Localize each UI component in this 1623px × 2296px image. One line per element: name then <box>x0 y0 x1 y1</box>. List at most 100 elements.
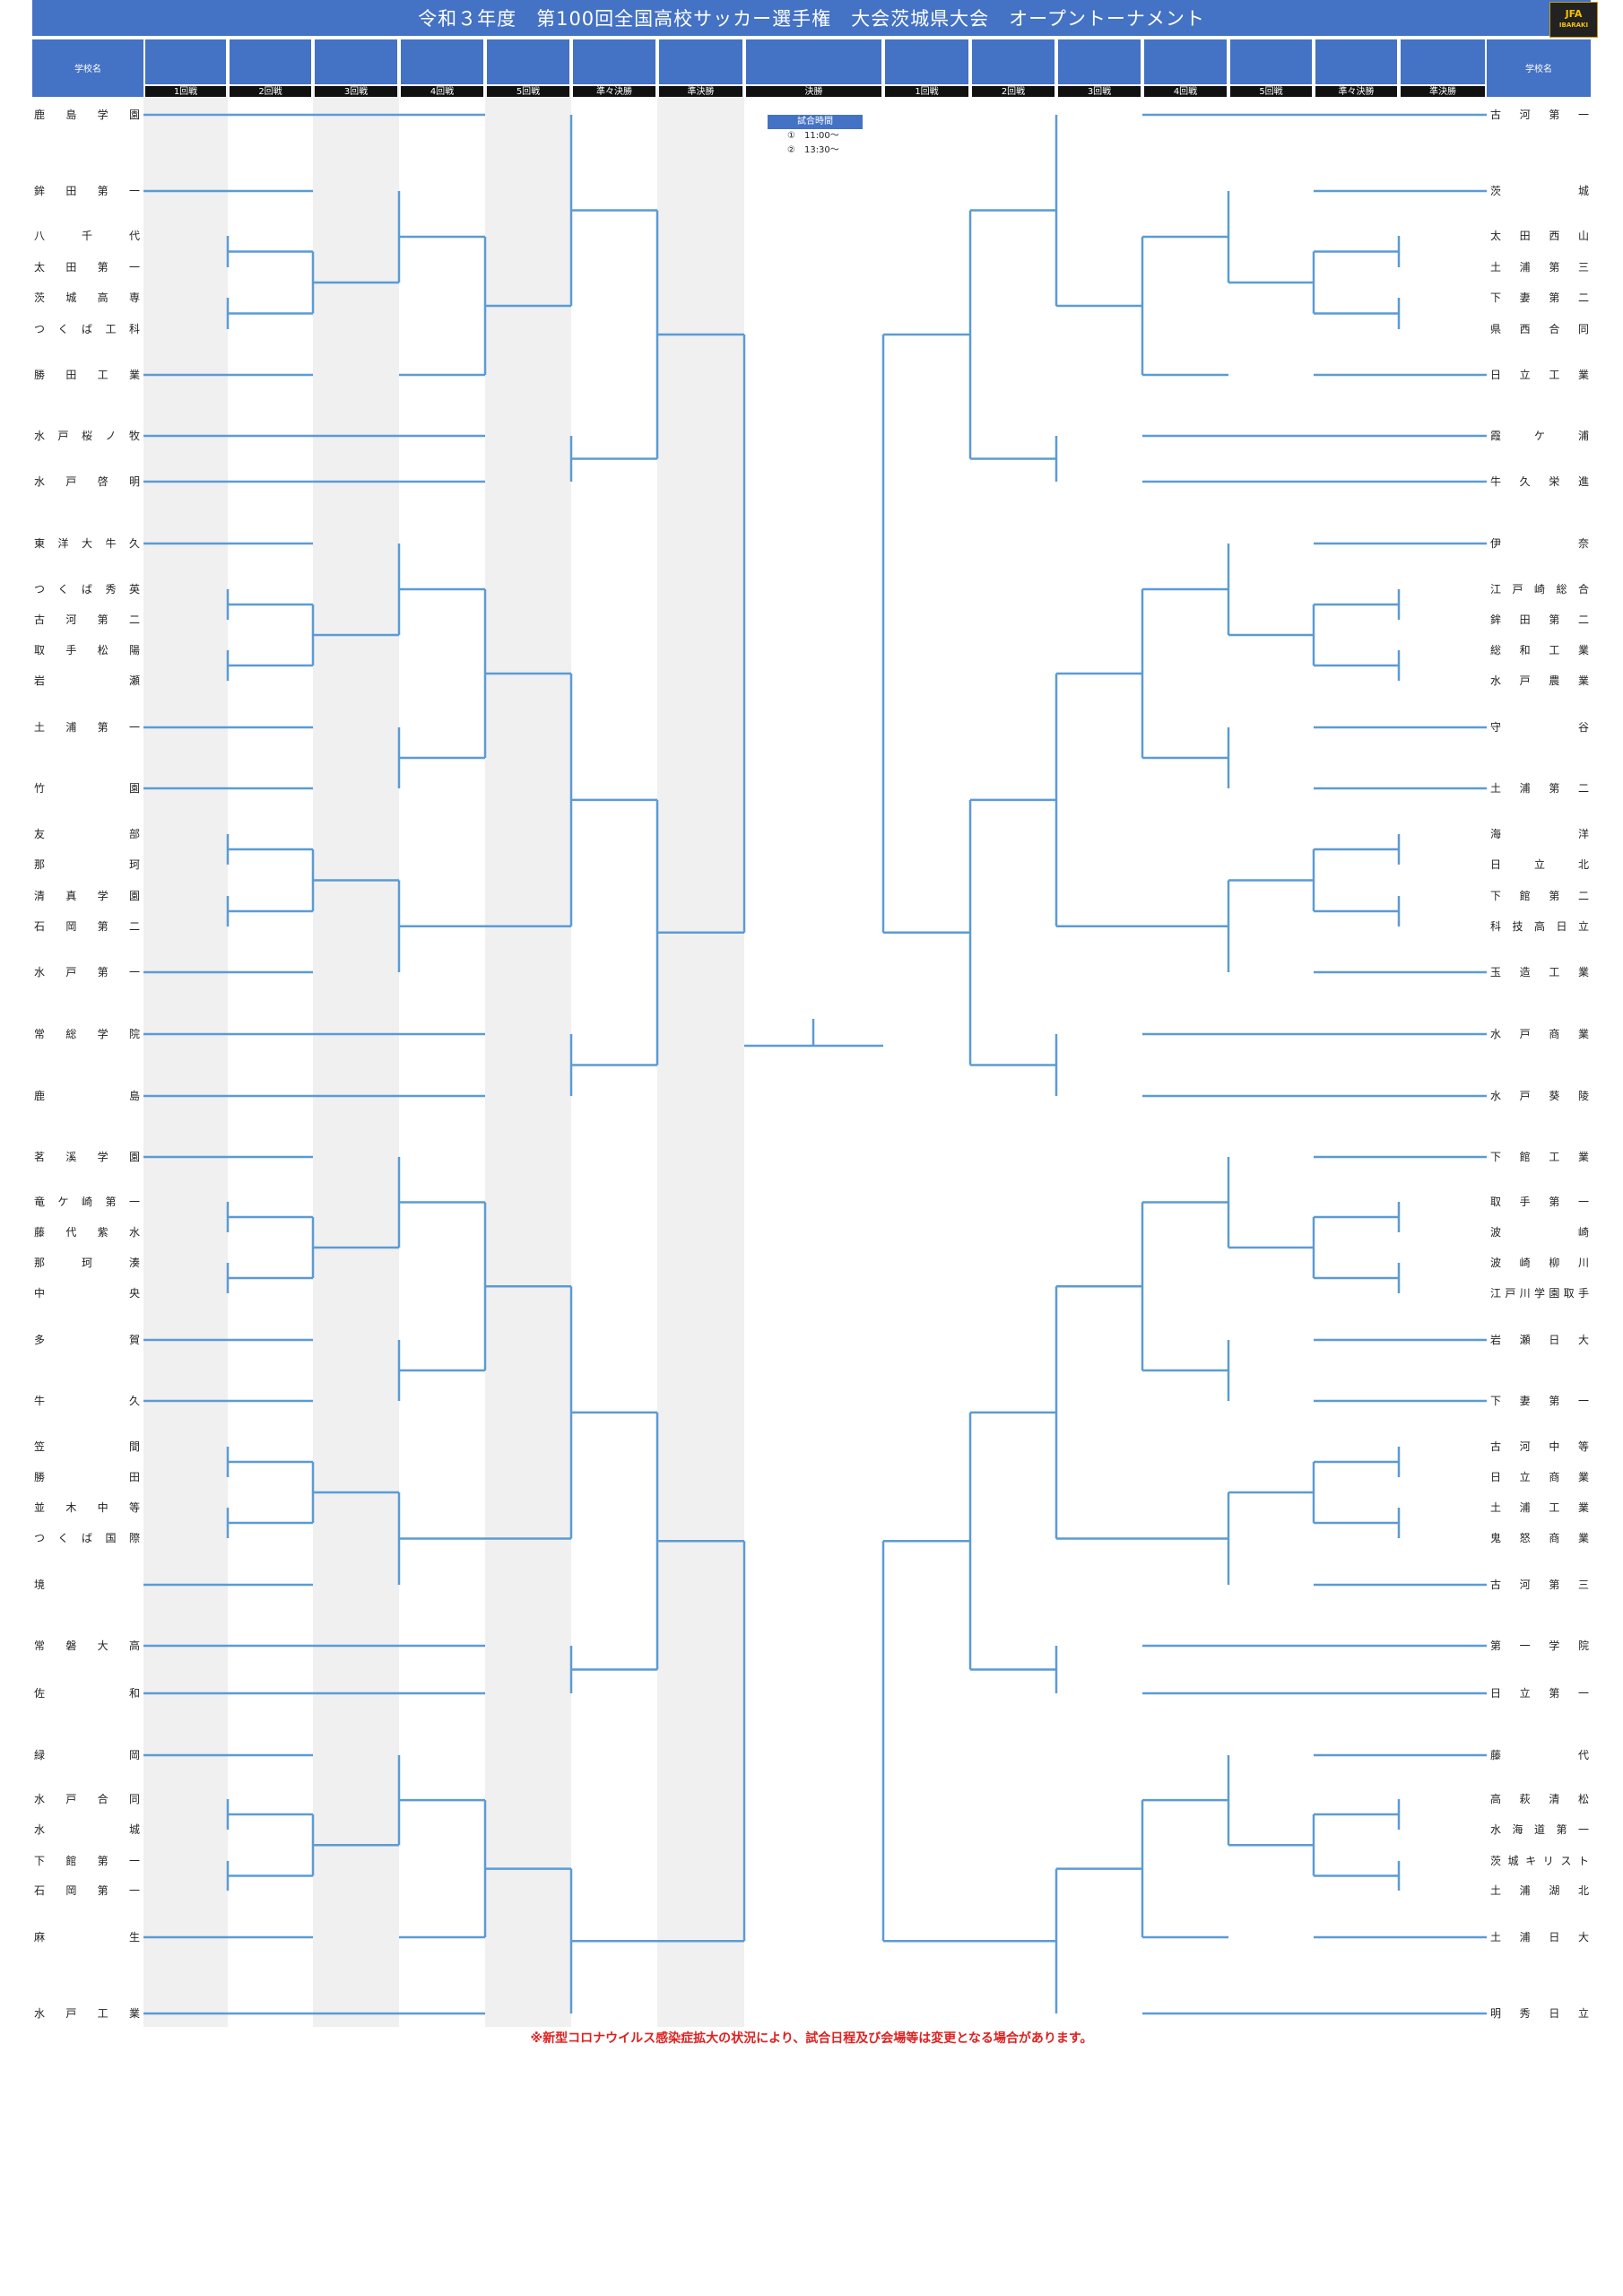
school-name: 東洋大牛久 <box>34 536 140 550</box>
round-header <box>1144 39 1227 84</box>
school-header-right <box>1487 39 1591 97</box>
round-header-label: 準々決勝 <box>596 85 632 97</box>
round-header-label: 1回戦 <box>915 85 938 97</box>
round-header <box>885 39 968 84</box>
round-header <box>401 39 483 84</box>
school-name: 第一学院 <box>1490 1639 1589 1652</box>
round-header <box>659 39 742 84</box>
school-name: 佐和 <box>34 1687 140 1700</box>
school-name: 古河第二 <box>34 613 140 626</box>
school-name: 土浦第一 <box>34 721 140 734</box>
column-shade <box>313 86 399 2027</box>
school-name: 日立商業 <box>1490 1470 1589 1483</box>
school-name: 太田西山 <box>1490 229 1589 242</box>
school-name: 下妻第一 <box>1490 1395 1589 1407</box>
round-header <box>573 39 655 84</box>
school-name: 茗溪学園 <box>34 1150 140 1163</box>
school-name: 石岡第一 <box>34 1884 140 1897</box>
round-header <box>145 39 226 84</box>
school-name: 波崎 <box>1490 1226 1589 1239</box>
match-times-label: 試合時間 <box>768 115 863 129</box>
column-shade <box>143 86 228 2027</box>
school-name: 牛久栄進 <box>1490 474 1589 488</box>
round-header-strip <box>659 86 742 97</box>
school-name: 土浦湖北 <box>1490 1883 1589 1897</box>
school-name: 茨城キリスト <box>1490 1855 1589 1867</box>
school-name: 古河第一 <box>1490 108 1589 121</box>
school-name: 友部 <box>34 827 140 840</box>
school-name: 那珂湊 <box>34 1257 140 1269</box>
school-name: 土浦第三 <box>1490 261 1589 274</box>
school-name: 鬼怒商業 <box>1490 1531 1589 1544</box>
school-name: 日立工業 <box>1490 368 1589 381</box>
round-header <box>972 39 1055 84</box>
round-header-label: 決勝 <box>805 85 823 97</box>
match-times: 試合時間 ① 11:00～ ② 13:30～ <box>768 115 863 158</box>
school-name: 藤代紫水 <box>34 1226 140 1239</box>
school-name: 取手松陽 <box>34 644 140 657</box>
school-name: 高萩清松 <box>1490 1792 1589 1805</box>
school-name: 下館第一 <box>34 1854 140 1867</box>
round-header <box>230 39 311 84</box>
school-name: 下妻第二 <box>1490 291 1589 304</box>
school-name: 太田第一 <box>34 260 140 274</box>
round-header <box>315 39 397 84</box>
school-name: 霞ケ浦 <box>1490 430 1589 442</box>
school-name: 海洋 <box>1490 827 1589 840</box>
round-header-strip <box>885 86 968 97</box>
school-name: 水城 <box>34 1823 140 1836</box>
round-header <box>746 39 881 84</box>
school-name: 古河第三 <box>1490 1578 1589 1591</box>
round-header-label: 4回戦 <box>430 85 454 97</box>
round-header-strip <box>487 86 569 97</box>
round-header-strip <box>145 86 226 97</box>
round-header-label: 準決勝 <box>1429 85 1456 97</box>
school-name: 竜ケ崎第一 <box>34 1196 140 1208</box>
school-name: 明秀日立 <box>1490 2006 1589 2020</box>
jfa-logo: JFA IBARAKI <box>1549 2 1598 38</box>
school-name: 江戸崎総合 <box>1490 582 1589 596</box>
school-name: 下館第二 <box>1490 889 1589 902</box>
round-header-strip <box>1144 86 1227 97</box>
round-header-label: 5回戦 <box>1259 85 1282 97</box>
round-header-strip <box>972 86 1055 97</box>
match-time-1: ① 11:00～ <box>787 131 839 141</box>
school-name: 土浦工業 <box>1490 1501 1589 1514</box>
school-name: 鉾田第二 <box>1490 613 1589 626</box>
school-name: 古河中等 <box>1490 1439 1589 1453</box>
round-header-label: 2回戦 <box>258 85 282 97</box>
school-name: 水戸商業 <box>1490 1027 1589 1040</box>
round-header-label: 3回戦 <box>1088 85 1111 97</box>
school-name: 中央 <box>34 1286 140 1300</box>
school-name: 石岡第二 <box>34 920 140 933</box>
round-header-label: 5回戦 <box>516 85 540 97</box>
round-header <box>487 39 569 84</box>
school-name: 水戸第一 <box>34 966 140 978</box>
round-header-strip <box>1058 86 1141 97</box>
school-name: 水戸工業 <box>34 2007 140 2020</box>
school-name: 多賀 <box>34 1334 140 1346</box>
school-name: 竹園 <box>34 782 140 795</box>
school-name: 下館工業 <box>1490 1150 1589 1163</box>
school-name: 鉾田第一 <box>34 184 140 197</box>
school-name: 水戸桜ノ牧 <box>34 430 140 442</box>
school-name: 水戸合同 <box>34 1792 140 1805</box>
round-header-label: 4回戦 <box>1174 85 1197 97</box>
school-name: 土浦第二 <box>1490 782 1589 795</box>
round-header-strip <box>230 86 311 97</box>
school-name: 取手第一 <box>1490 1196 1589 1208</box>
covid-notice: ※新型コロナウイルス感染症拡大の状況により、試合日程及び会場等は変更となる場合が… <box>530 2031 1093 2046</box>
round-header-strip <box>401 86 483 97</box>
school-name: 水戸農業 <box>1490 674 1589 687</box>
school-name: 境 <box>34 1578 45 1591</box>
school-name: 八千代 <box>34 230 140 242</box>
round-header-strip <box>1315 86 1397 97</box>
school-name: 緑岡 <box>34 1748 140 1761</box>
column-shade <box>657 86 744 2027</box>
school-name: 岩瀬 <box>34 674 140 687</box>
round-header <box>1230 39 1312 84</box>
school-name: 牛久 <box>34 1394 140 1407</box>
column-shade <box>485 86 571 2027</box>
school-name: 江戸川学園取手 <box>1490 1286 1589 1300</box>
